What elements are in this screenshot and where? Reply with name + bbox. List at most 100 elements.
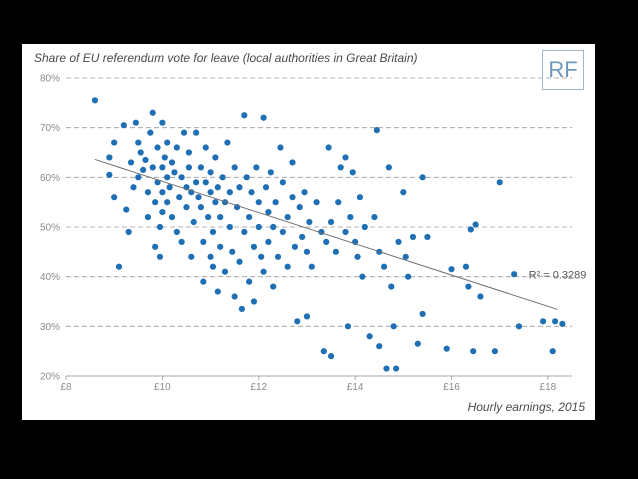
data-point	[212, 199, 219, 206]
data-point	[190, 218, 197, 226]
data-point	[414, 340, 421, 347]
data-point	[236, 258, 243, 265]
data-point	[193, 179, 200, 186]
y-tick-label: 20%	[40, 372, 60, 383]
y-tick-label: 60%	[40, 173, 60, 184]
data-point	[111, 139, 118, 146]
data-point	[236, 184, 243, 191]
x-tick-label: £14	[347, 382, 364, 393]
data-point	[402, 253, 409, 260]
data-point	[539, 318, 547, 325]
data-point	[193, 129, 200, 136]
data-point	[270, 223, 277, 231]
data-point	[496, 179, 503, 186]
data-point	[274, 253, 282, 260]
data-point	[270, 283, 277, 290]
data-point	[477, 293, 484, 300]
data-point	[144, 213, 152, 221]
data-point	[327, 218, 335, 226]
x-tick-label: £18	[540, 382, 557, 393]
rf-logo: RF	[542, 50, 584, 90]
data-point	[212, 154, 219, 161]
data-point	[159, 209, 166, 216]
data-point	[123, 206, 130, 213]
data-point	[173, 228, 180, 236]
data-point	[313, 199, 320, 206]
data-point	[337, 164, 344, 171]
data-point	[152, 243, 159, 250]
data-point	[91, 97, 99, 104]
data-point	[178, 174, 185, 181]
data-point	[284, 263, 291, 270]
data-point	[106, 154, 113, 161]
data-point	[250, 298, 258, 305]
data-point	[383, 365, 390, 372]
data-point	[132, 119, 139, 126]
data-point	[491, 348, 498, 355]
data-point	[424, 233, 431, 241]
x-tick-label: £8	[60, 382, 72, 393]
data-point	[250, 243, 258, 250]
data-point	[255, 223, 262, 231]
data-point	[231, 164, 238, 171]
data-point	[279, 228, 286, 236]
y-tick-label: 80%	[40, 74, 60, 85]
data-point	[185, 164, 192, 171]
data-point	[164, 139, 171, 146]
data-point	[137, 149, 144, 156]
data-point	[371, 213, 378, 221]
data-point	[238, 305, 245, 313]
data-point	[344, 323, 352, 330]
data-point	[515, 323, 523, 330]
data-point	[380, 263, 388, 270]
data-point	[299, 233, 306, 241]
data-point	[135, 139, 142, 146]
data-point	[462, 263, 470, 270]
data-point	[183, 204, 190, 211]
data-point	[419, 310, 426, 318]
data-point	[267, 169, 274, 176]
data-point	[130, 184, 137, 191]
data-point	[229, 248, 236, 255]
data-point	[279, 179, 286, 186]
data-point	[140, 166, 147, 173]
data-point	[125, 228, 132, 236]
data-point	[197, 164, 205, 171]
data-point	[168, 159, 176, 166]
data-point	[277, 144, 284, 151]
data-point	[265, 238, 272, 245]
data-point	[156, 253, 164, 260]
data-point	[323, 238, 330, 245]
data-point	[226, 223, 233, 231]
data-point	[224, 139, 231, 146]
data-point	[111, 194, 118, 201]
data-point	[248, 189, 255, 196]
data-point	[347, 213, 354, 221]
data-point	[342, 228, 349, 236]
data-point	[465, 283, 472, 290]
data-point	[176, 194, 183, 201]
data-point	[332, 248, 339, 255]
data-point	[135, 174, 142, 181]
y-tick-label: 30%	[40, 322, 60, 333]
data-point	[448, 266, 455, 273]
data-point	[443, 345, 450, 352]
data-point	[168, 213, 176, 221]
scatter-chart: 20% 30% 40% 50% 60% 70% 80% £8 £10 £12 £14 £16 £18 R²…	[40, 74, 586, 394]
x-tick-label: £16	[443, 382, 460, 393]
data-point	[470, 348, 477, 355]
data-point	[202, 179, 209, 186]
data-point	[214, 184, 221, 191]
data-point	[243, 174, 250, 181]
data-point	[246, 278, 253, 285]
data-point	[262, 184, 270, 191]
data-point	[209, 263, 217, 270]
y-tick-label: 50%	[40, 223, 60, 234]
data-point	[180, 129, 188, 136]
data-point	[217, 213, 224, 221]
data-point	[221, 268, 229, 275]
data-point	[289, 159, 296, 166]
data-point	[188, 253, 195, 260]
data-point	[144, 189, 152, 196]
data-point	[127, 159, 135, 166]
